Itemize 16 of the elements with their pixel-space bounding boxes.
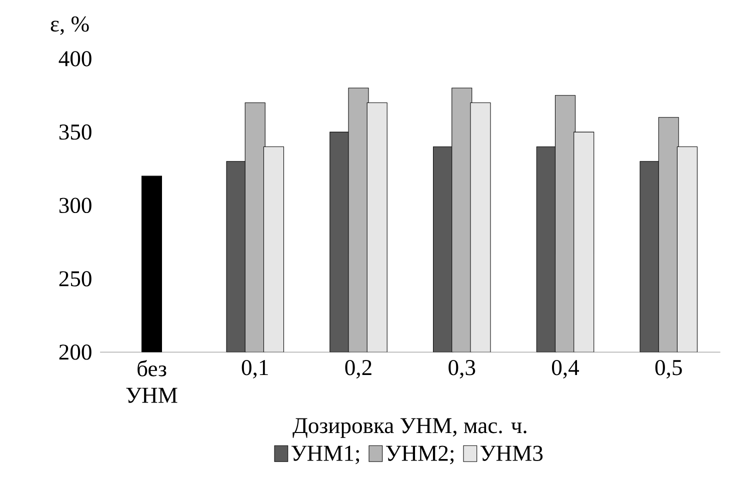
y-tick-label: 200	[59, 344, 92, 360]
y-tick-label: 400	[58, 51, 92, 66]
y-tick-label: 300	[59, 198, 92, 214]
x-tick-label: 0,5	[655, 360, 682, 379]
legend-label: УНМ2;	[386, 446, 454, 464]
x-tick-label: 0,2	[345, 360, 372, 379]
y-axis-title: ε, %	[50, 16, 89, 35]
x-axis-title: Дозировка УНМ, мас. ч.	[292, 418, 526, 438]
x-tick-label: 0,3	[448, 360, 476, 379]
x-tick-label: 0,4	[552, 360, 580, 379]
y-tick-label: 350	[59, 124, 92, 140]
x-tick-label: без УНМ	[126, 360, 178, 403]
x-tick-label: 0,1	[242, 360, 268, 379]
legend-label: УНМ1;	[291, 446, 360, 464]
y-tick-label: 250	[59, 271, 92, 286]
legend-label: УНМ3	[480, 446, 543, 462]
